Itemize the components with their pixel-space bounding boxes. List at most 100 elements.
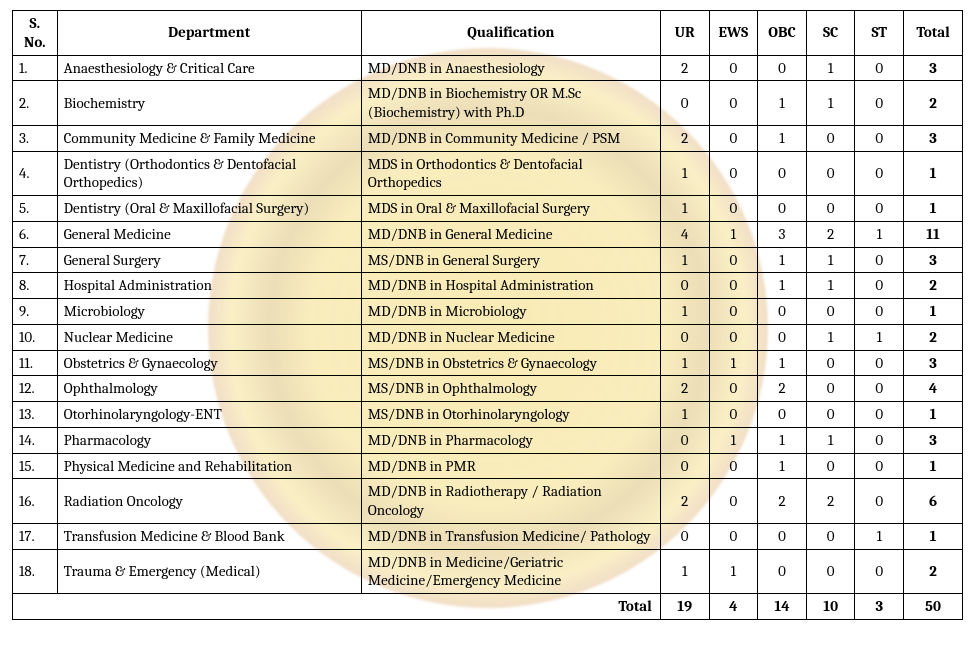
cell-sc: 0 bbox=[806, 125, 855, 151]
cell-sc: 0 bbox=[806, 402, 855, 428]
cell-dept: Nuclear Medicine bbox=[57, 324, 361, 350]
cell-obc: 1 bbox=[758, 350, 807, 376]
cell-st: 1 bbox=[855, 523, 904, 549]
cell-qual: MD/DNB in Hospital Administration bbox=[361, 273, 660, 299]
cell-st: 0 bbox=[855, 549, 904, 594]
cell-total-st: 3 bbox=[855, 594, 904, 620]
cell-ur: 0 bbox=[660, 523, 709, 549]
cell-dept: Hospital Administration bbox=[57, 273, 361, 299]
cell-total: 3 bbox=[904, 350, 963, 376]
cell-total: 4 bbox=[904, 376, 963, 402]
cell-sc: 0 bbox=[806, 376, 855, 402]
table-row: 10.Nuclear MedicineMD/DNB in Nuclear Med… bbox=[13, 324, 963, 350]
col-obc: OBC bbox=[758, 11, 807, 56]
cell-qual: MD/DNB in Nuclear Medicine bbox=[361, 324, 660, 350]
cell-sno: 1. bbox=[13, 55, 58, 81]
cell-ur: 2 bbox=[660, 55, 709, 81]
cell-obc: 1 bbox=[758, 427, 807, 453]
cell-ews: 0 bbox=[709, 125, 758, 151]
cell-ur: 1 bbox=[660, 247, 709, 273]
col-dept: Department bbox=[57, 11, 361, 56]
cell-st: 0 bbox=[855, 55, 904, 81]
table-row: 4.Dentistry (Orthodontics & Dentofacial … bbox=[13, 151, 963, 196]
cell-sc: 0 bbox=[806, 549, 855, 594]
table-header-row: S. No. Department Qualification UR EWS O… bbox=[13, 11, 963, 56]
cell-sc: 1 bbox=[806, 247, 855, 273]
cell-ews: 1 bbox=[709, 427, 758, 453]
cell-obc: 1 bbox=[758, 273, 807, 299]
table-row: 18.Trauma & Emergency (Medical)MD/DNB in… bbox=[13, 549, 963, 594]
cell-dept: Pharmacology bbox=[57, 427, 361, 453]
cell-qual: MD/DNB in Medicine/Geriatric Medicine/Em… bbox=[361, 549, 660, 594]
cell-qual: MD/DNB in Pharmacology bbox=[361, 427, 660, 453]
cell-qual: MDS in Oral & Maxillofacial Surgery bbox=[361, 196, 660, 222]
cell-dept: Transfusion Medicine & Blood Bank bbox=[57, 523, 361, 549]
cell-dept: Biochemistry bbox=[57, 81, 361, 126]
cell-ews: 0 bbox=[709, 196, 758, 222]
cell-sc: 1 bbox=[806, 81, 855, 126]
cell-sc: 0 bbox=[806, 453, 855, 479]
cell-sc: 0 bbox=[806, 523, 855, 549]
cell-ur: 1 bbox=[660, 350, 709, 376]
table-row: 13.Otorhinolaryngology-ENTMS/DNB in Otor… bbox=[13, 402, 963, 428]
cell-sc: 1 bbox=[806, 427, 855, 453]
cell-ur: 0 bbox=[660, 81, 709, 126]
table-row: 15.Physical Medicine and RehabilitationM… bbox=[13, 453, 963, 479]
cell-st: 0 bbox=[855, 299, 904, 325]
cell-ur: 4 bbox=[660, 221, 709, 247]
cell-dept: Physical Medicine and Rehabilitation bbox=[57, 453, 361, 479]
cell-dept: General Medicine bbox=[57, 221, 361, 247]
cell-sno: 10. bbox=[13, 324, 58, 350]
cell-sc: 0 bbox=[806, 151, 855, 196]
cell-total: 2 bbox=[904, 549, 963, 594]
cell-ews: 0 bbox=[709, 247, 758, 273]
cell-ur: 1 bbox=[660, 402, 709, 428]
cell-qual: MD/DNB in General Medicine bbox=[361, 221, 660, 247]
cell-ur: 1 bbox=[660, 196, 709, 222]
cell-total-label: Total bbox=[13, 594, 661, 620]
cell-sno: 11. bbox=[13, 350, 58, 376]
cell-ur: 0 bbox=[660, 324, 709, 350]
cell-dept: Ophthalmology bbox=[57, 376, 361, 402]
cell-ews: 0 bbox=[709, 81, 758, 126]
cell-total: 3 bbox=[904, 125, 963, 151]
cell-sno: 5. bbox=[13, 196, 58, 222]
cell-sno: 12. bbox=[13, 376, 58, 402]
cell-st: 0 bbox=[855, 247, 904, 273]
cell-obc: 0 bbox=[758, 196, 807, 222]
cell-st: 1 bbox=[855, 221, 904, 247]
cell-qual: MD/DNB in Radiotherapy / Radiation Oncol… bbox=[361, 479, 660, 524]
cell-obc: 1 bbox=[758, 453, 807, 479]
cell-ur: 2 bbox=[660, 125, 709, 151]
cell-total: 1 bbox=[904, 523, 963, 549]
table-row: 5.Dentistry (Oral & Maxillofacial Surger… bbox=[13, 196, 963, 222]
cell-total: 2 bbox=[904, 273, 963, 299]
cell-qual: MS/DNB in Ophthalmology bbox=[361, 376, 660, 402]
col-ur: UR bbox=[660, 11, 709, 56]
cell-sno: 2. bbox=[13, 81, 58, 126]
cell-dept: Obstetrics & Gynaecology bbox=[57, 350, 361, 376]
cell-total-grand: 50 bbox=[904, 594, 963, 620]
cell-qual: MS/DNB in Otorhinolaryngology bbox=[361, 402, 660, 428]
table-row: 16.Radiation OncologyMD/DNB in Radiother… bbox=[13, 479, 963, 524]
cell-obc: 0 bbox=[758, 549, 807, 594]
cell-sc: 0 bbox=[806, 196, 855, 222]
cell-total-obc: 14 bbox=[758, 594, 807, 620]
cell-sc: 2 bbox=[806, 479, 855, 524]
col-qual: Qualification bbox=[361, 11, 660, 56]
table-row: 3.Community Medicine & Family MedicineMD… bbox=[13, 125, 963, 151]
cell-dept: Community Medicine & Family Medicine bbox=[57, 125, 361, 151]
cell-ews: 1 bbox=[709, 221, 758, 247]
cell-ur: 2 bbox=[660, 376, 709, 402]
cell-ur: 2 bbox=[660, 479, 709, 524]
cell-total-sc: 10 bbox=[806, 594, 855, 620]
cell-dept: Dentistry (Orthodontics & Dentofacial Or… bbox=[57, 151, 361, 196]
table-row: 11.Obstetrics & GynaecologyMS/DNB in Obs… bbox=[13, 350, 963, 376]
cell-qual: MD/DNB in Microbiology bbox=[361, 299, 660, 325]
cell-st: 0 bbox=[855, 479, 904, 524]
cell-total: 2 bbox=[904, 324, 963, 350]
cell-sc: 2 bbox=[806, 221, 855, 247]
cell-ur: 0 bbox=[660, 427, 709, 453]
table-row: 8.Hospital AdministrationMD/DNB in Hospi… bbox=[13, 273, 963, 299]
cell-sno: 6. bbox=[13, 221, 58, 247]
